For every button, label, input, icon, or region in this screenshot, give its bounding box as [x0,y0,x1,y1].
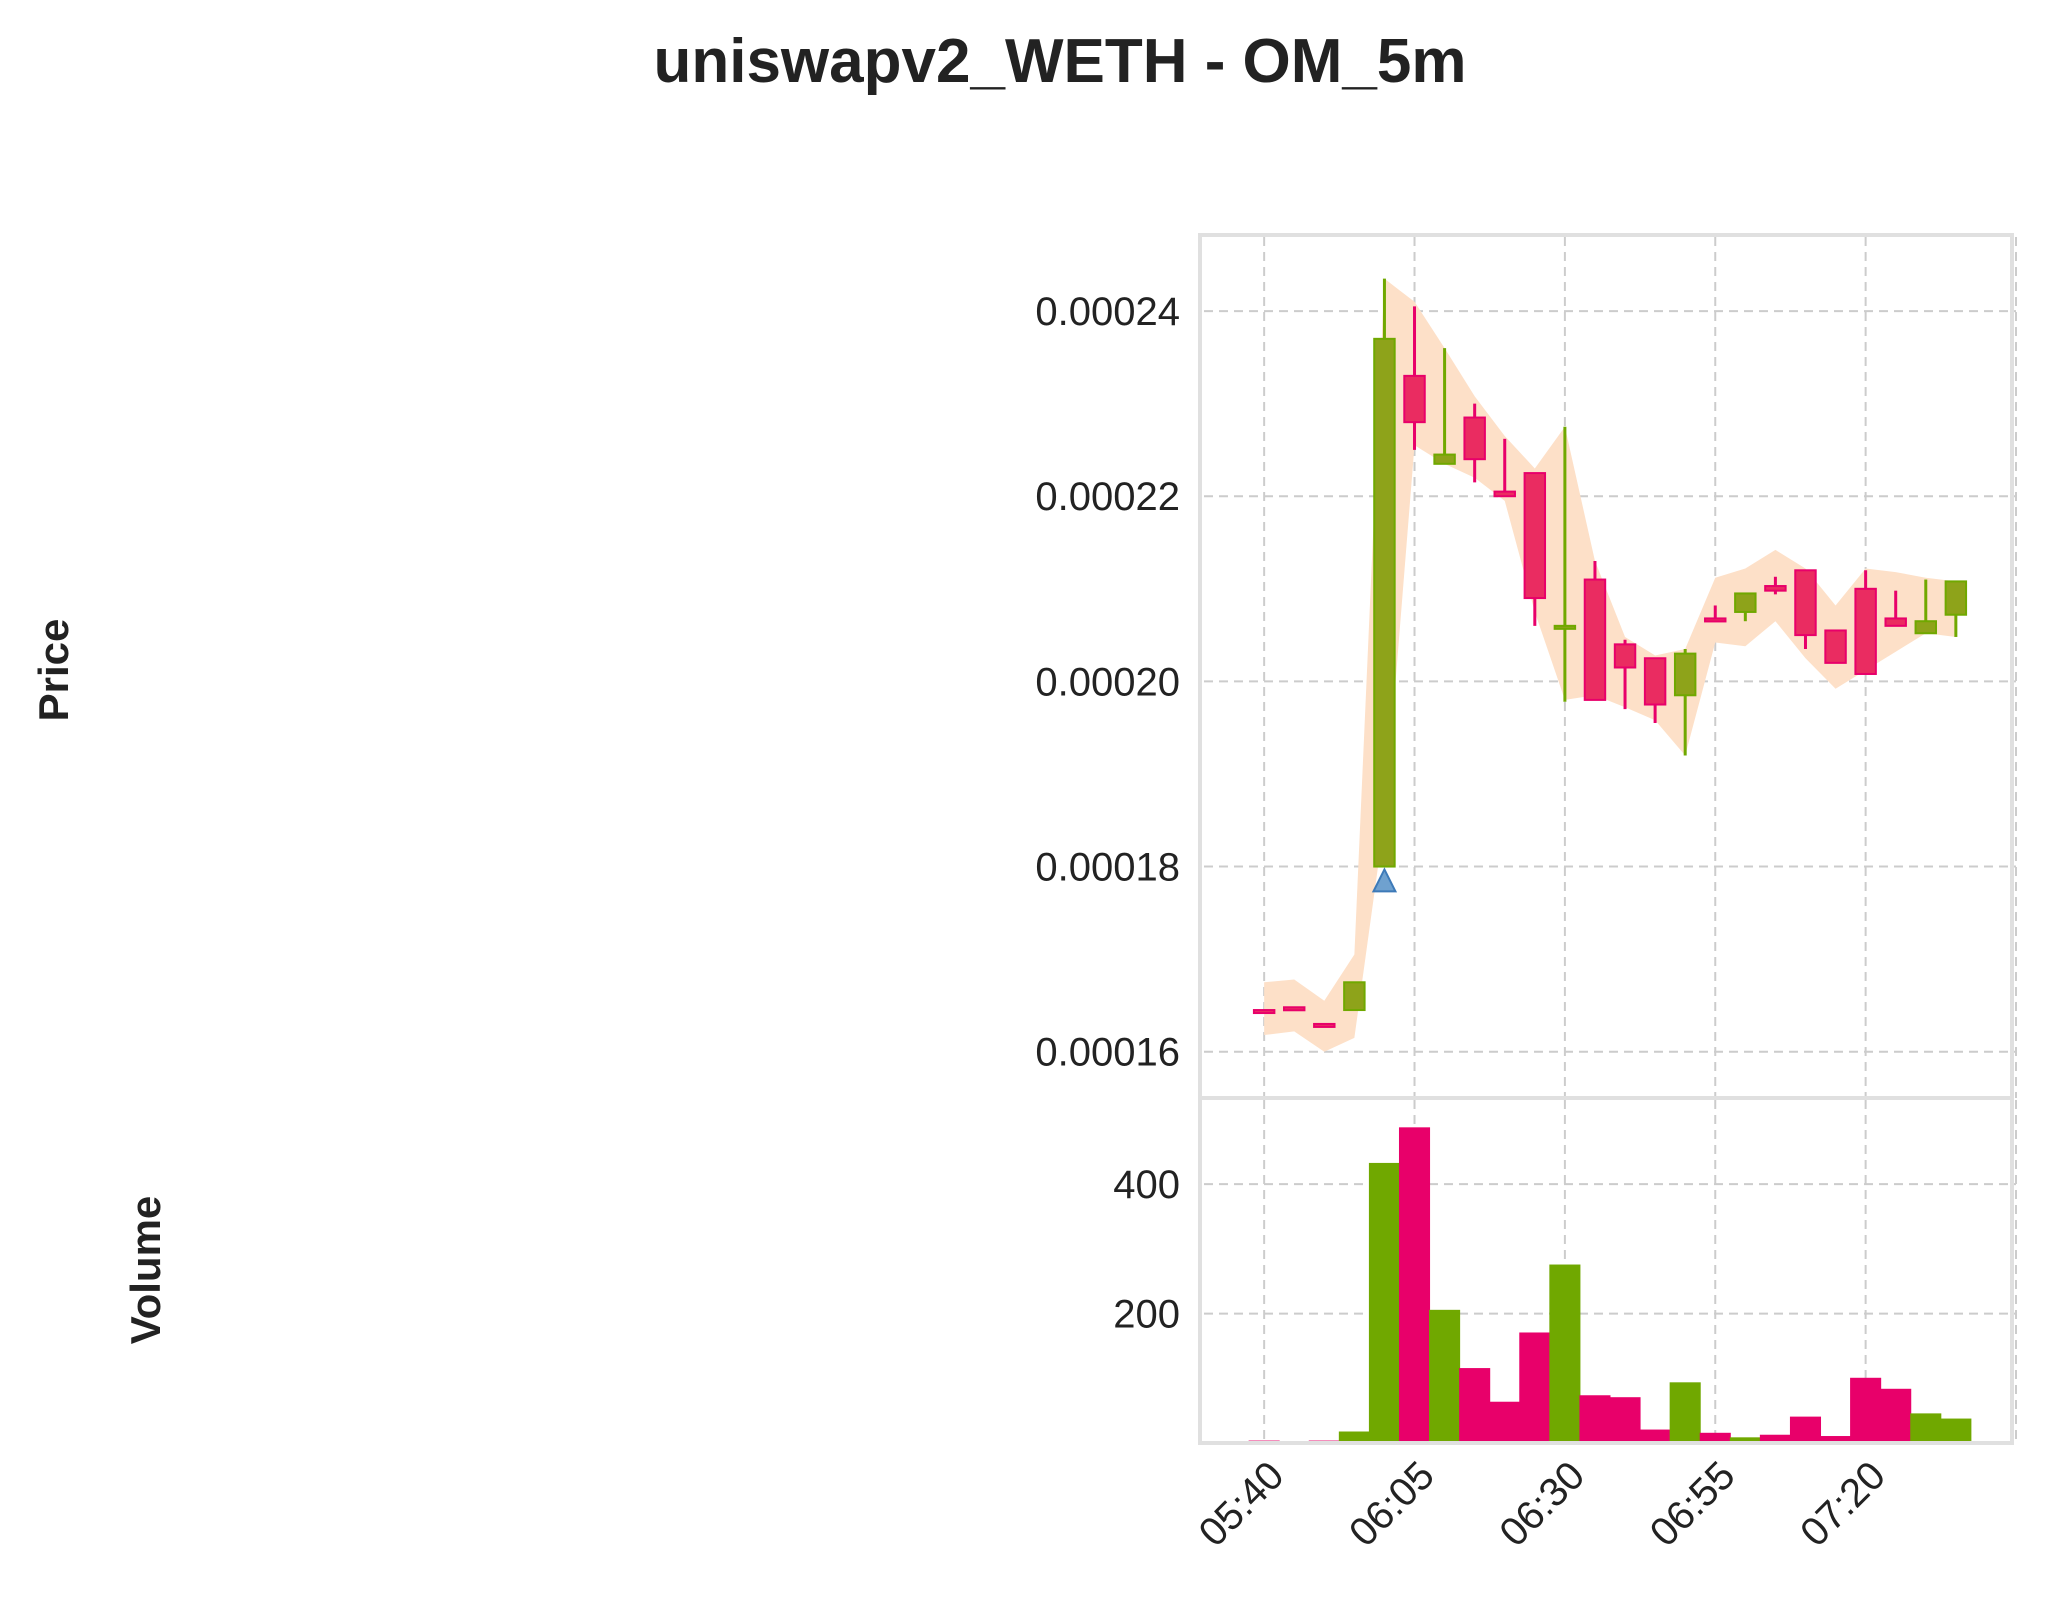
candle-body [1463,416,1486,461]
candle [1523,472,1547,626]
candle-body [1583,578,1607,701]
candle-body [1493,490,1516,498]
x-tick-label: 05:40 [1191,1453,1293,1555]
x-tick-label: 07:20 [1792,1453,1894,1555]
signal-marker-triangle [1371,867,1398,893]
candle-body [1523,472,1547,600]
candle [1433,348,1456,465]
candle [1583,561,1607,701]
candle-body [1794,569,1817,637]
chart-title: uniswapv2_WETH - OM_5m [653,27,1466,96]
candle [1343,981,1366,1012]
volume-bar [1789,1416,1822,1444]
x-tick-label: 06:55 [1642,1453,1744,1555]
candle [1673,648,1697,756]
candle-body [1343,981,1366,1012]
volume-tick-label: 400 [1113,1163,1180,1207]
candle-body [1313,1022,1336,1028]
x-tick-label: 06:30 [1491,1453,1593,1555]
volume-bar [1669,1382,1701,1444]
candle-body [1824,629,1847,664]
candle [1944,580,1968,637]
volume-y-ticks: 200 400 [1113,1163,1180,1336]
volume-bar [1368,1162,1400,1444]
volume-bar [1850,1377,1882,1444]
volume-bar [1910,1413,1942,1444]
price-tick-label: 0.00018 [1035,846,1180,890]
volume-bar [1609,1397,1641,1444]
volume-bar [1489,1401,1521,1444]
price-y-ticks: 0.00016 0.00018 0.00020 0.00022 0.00024 [1035,290,1180,1075]
candle-body [1673,652,1697,697]
candle [1282,1006,1306,1012]
candle-body [1643,657,1667,706]
candle [1884,590,1907,627]
candle [1373,278,1396,868]
candle [1553,426,1577,702]
price-tick-label: 0.00022 [1035,475,1180,519]
candle [1313,1022,1336,1028]
candle-body [1884,617,1907,627]
volume-bar [1549,1264,1581,1444]
volume-bars [1248,1127,1972,1444]
price-tick-label: 0.00016 [1035,1031,1180,1075]
price-axis-label: Price [30,619,77,722]
volume-panel: 200 400 Volume [122,1096,2017,1445]
price-tick-label: 0.00024 [1035,290,1180,334]
candle [1704,605,1727,623]
candle [1734,592,1757,622]
volume-bar [1880,1388,1912,1444]
candle-body [1734,592,1757,613]
x-axis-ticks: 05:40 06:05 06:30 06:55 07:20 [1191,1453,1894,1555]
candle [1643,657,1667,724]
price-tick-label: 0.00020 [1035,660,1180,704]
volume-bar [1519,1332,1551,1444]
candle-body [1764,585,1787,592]
volume-bar [1940,1418,1972,1444]
volume-bar [1579,1395,1611,1444]
volume-panel-frame [1198,1096,2014,1445]
volume-bar [1459,1368,1491,1444]
candle-body [1704,617,1727,623]
markers [1371,867,1398,893]
candles [1252,278,1968,1028]
candle [1764,576,1787,595]
candle-body [1944,580,1968,616]
candle-body [1914,620,1938,635]
candle-body [1252,1009,1276,1015]
candle-body [1282,1006,1306,1012]
candle-body [1433,453,1456,465]
price-band [1264,278,1956,1052]
candle-body [1373,337,1396,868]
x-tick-label: 06:05 [1341,1453,1443,1555]
candle [1613,639,1637,710]
candle [1794,569,1817,649]
candle-body [1553,624,1577,630]
candle-body [1613,643,1637,669]
volume-axis-label: Volume [122,1196,169,1345]
candle [1854,570,1877,675]
candle [1463,403,1486,483]
volume-bar [1398,1127,1431,1444]
candle [1824,629,1847,664]
candle [1493,438,1516,498]
candle [1914,579,1938,635]
candle [1252,1009,1276,1015]
candle-body [1854,587,1877,675]
price-band-area [1264,278,1956,1052]
candle [1403,306,1426,450]
candle-body [1403,374,1426,424]
price-panel: 0.00016 0.00018 0.00020 0.00022 0.00024 Pric… [30,233,2017,1100]
volume-tick-label: 200 [1113,1293,1180,1337]
volume-bar [1429,1309,1461,1444]
